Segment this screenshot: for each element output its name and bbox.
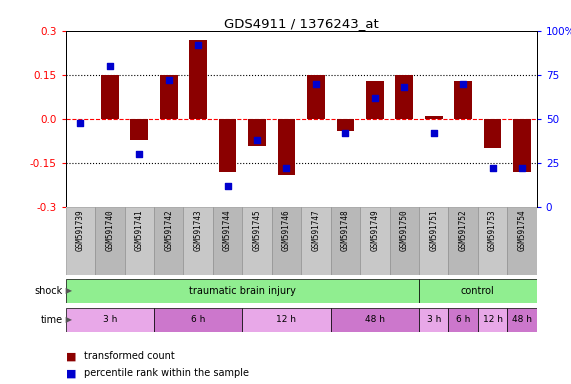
- Text: transformed count: transformed count: [84, 351, 175, 361]
- Bar: [448, 207, 478, 275]
- Text: GSM591754: GSM591754: [517, 209, 526, 251]
- Bar: [278, 119, 295, 175]
- Text: 12 h: 12 h: [482, 315, 502, 324]
- Text: GSM591752: GSM591752: [459, 209, 468, 251]
- Bar: [213, 207, 242, 275]
- Bar: [478, 207, 507, 275]
- Bar: [272, 207, 301, 275]
- Bar: [419, 308, 448, 332]
- Text: traumatic brain injury: traumatic brain injury: [189, 286, 296, 296]
- Text: 48 h: 48 h: [365, 315, 385, 324]
- Bar: [242, 207, 272, 275]
- Point: [252, 137, 262, 143]
- Point: [400, 84, 409, 90]
- Text: GSM591753: GSM591753: [488, 209, 497, 251]
- Point: [282, 166, 291, 172]
- Text: GSM591747: GSM591747: [311, 209, 320, 251]
- Text: 12 h: 12 h: [276, 315, 296, 324]
- Text: GSM591745: GSM591745: [252, 209, 262, 251]
- Point: [429, 130, 439, 136]
- Bar: [124, 207, 154, 275]
- Text: shock: shock: [35, 286, 63, 296]
- Bar: [331, 207, 360, 275]
- Bar: [307, 75, 325, 119]
- Text: control: control: [461, 286, 494, 296]
- Text: 3 h: 3 h: [103, 315, 117, 324]
- Point: [76, 119, 85, 126]
- Text: GSM591744: GSM591744: [223, 209, 232, 251]
- Bar: [130, 119, 148, 140]
- Text: GSM591750: GSM591750: [400, 209, 409, 251]
- Bar: [336, 119, 354, 131]
- Bar: [419, 279, 537, 303]
- Text: 3 h: 3 h: [427, 315, 441, 324]
- Point: [459, 81, 468, 87]
- Bar: [507, 308, 537, 332]
- Bar: [154, 207, 183, 275]
- Text: GSM591743: GSM591743: [194, 209, 203, 251]
- Bar: [95, 207, 124, 275]
- Point: [223, 183, 232, 189]
- Bar: [219, 119, 236, 172]
- Text: ▶: ▶: [63, 286, 73, 295]
- Bar: [242, 308, 331, 332]
- Bar: [507, 207, 537, 275]
- Point: [488, 166, 497, 172]
- Bar: [66, 207, 95, 275]
- Bar: [448, 308, 478, 332]
- Point: [135, 151, 144, 157]
- Text: GSM591742: GSM591742: [164, 209, 173, 251]
- Bar: [455, 81, 472, 119]
- Point: [341, 130, 350, 136]
- Bar: [183, 207, 213, 275]
- Bar: [66, 279, 419, 303]
- Bar: [160, 75, 178, 119]
- Bar: [395, 75, 413, 119]
- Point: [517, 166, 526, 172]
- Text: ■: ■: [66, 351, 80, 361]
- Text: GSM591741: GSM591741: [135, 209, 144, 251]
- Text: GSM591749: GSM591749: [371, 209, 379, 251]
- Point: [105, 63, 114, 69]
- Text: GSM591746: GSM591746: [282, 209, 291, 251]
- Text: GSM591739: GSM591739: [76, 209, 85, 251]
- Point: [311, 81, 320, 87]
- Bar: [154, 308, 242, 332]
- Bar: [101, 75, 119, 119]
- Bar: [366, 81, 384, 119]
- Point: [370, 95, 379, 101]
- Text: GSM591751: GSM591751: [429, 209, 438, 251]
- Text: time: time: [41, 314, 63, 325]
- Bar: [66, 308, 154, 332]
- Text: ■: ■: [66, 368, 80, 378]
- Bar: [419, 207, 448, 275]
- Bar: [301, 207, 331, 275]
- Bar: [389, 207, 419, 275]
- Text: 6 h: 6 h: [191, 315, 206, 324]
- Point: [194, 42, 203, 48]
- Bar: [513, 119, 531, 172]
- Text: GSM591740: GSM591740: [105, 209, 114, 251]
- Bar: [248, 119, 266, 146]
- Point: [164, 77, 173, 83]
- Text: 6 h: 6 h: [456, 315, 471, 324]
- Bar: [331, 308, 419, 332]
- Text: percentile rank within the sample: percentile rank within the sample: [84, 368, 249, 378]
- Bar: [360, 207, 389, 275]
- Text: 48 h: 48 h: [512, 315, 532, 324]
- Text: ▶: ▶: [63, 315, 73, 324]
- Bar: [190, 40, 207, 119]
- Text: GSM591748: GSM591748: [341, 209, 350, 251]
- Bar: [484, 119, 501, 149]
- Title: GDS4911 / 1376243_at: GDS4911 / 1376243_at: [224, 17, 379, 30]
- Bar: [478, 308, 507, 332]
- Bar: [425, 116, 443, 119]
